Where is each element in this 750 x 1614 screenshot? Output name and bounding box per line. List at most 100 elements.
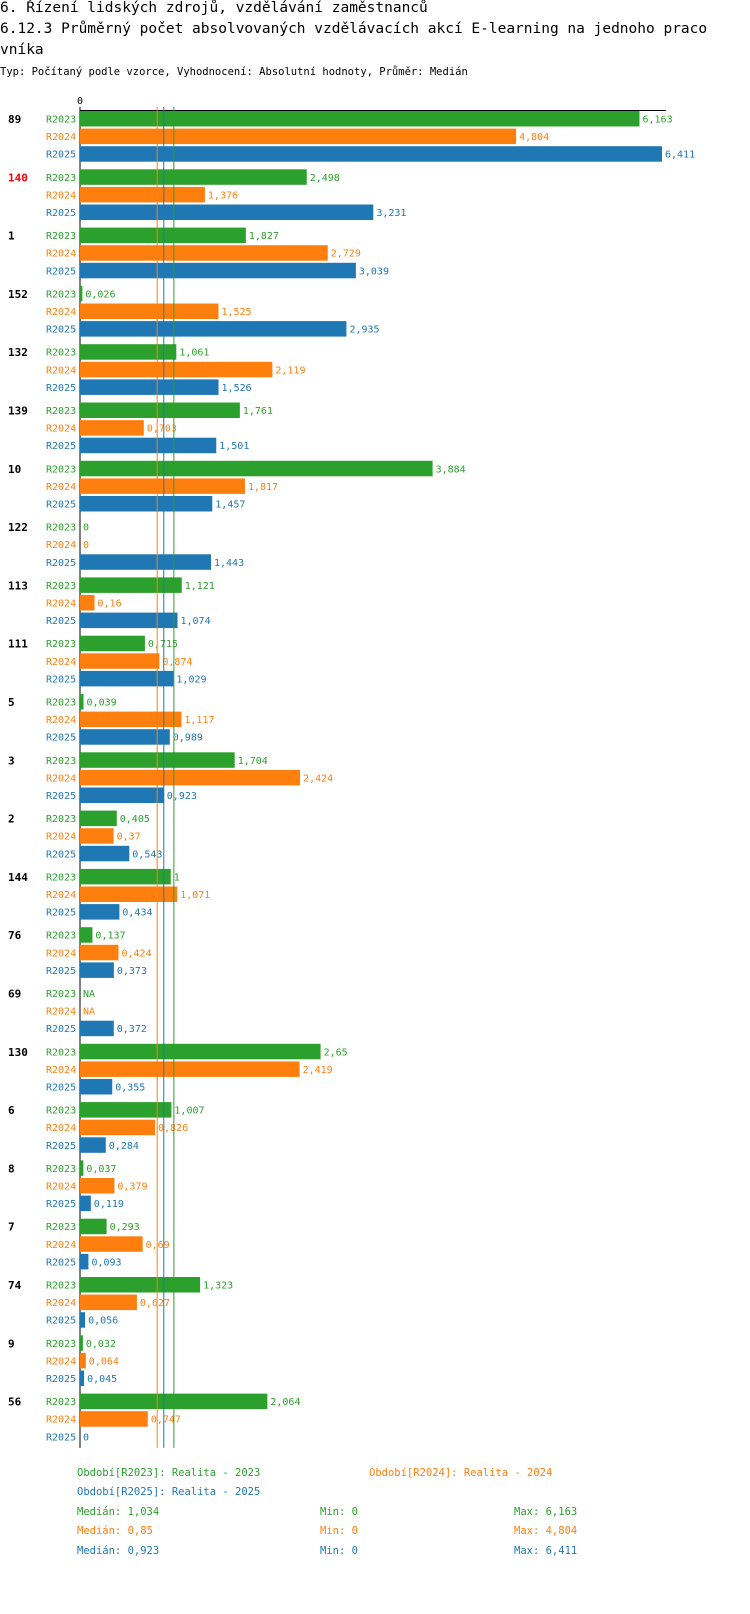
data-label: 1,029 [176, 674, 206, 685]
series-label: R2025 [46, 849, 76, 860]
bar-r2024 [80, 828, 114, 844]
data-label: 1,121 [185, 581, 215, 592]
series-label: R2024 [46, 132, 76, 143]
category-label: 130 [8, 1046, 28, 1059]
bar-r2024 [80, 1236, 143, 1252]
category-label: 10 [8, 463, 21, 476]
bar-r2025 [80, 1079, 113, 1095]
legend-r2024: Období[R2024]: Realita - 2024 [369, 1467, 553, 1479]
data-label: 0,16 [98, 599, 122, 610]
series-label: R2024 [46, 832, 76, 843]
series-label: R2023 [46, 698, 76, 709]
bar-r2024 [80, 128, 517, 145]
data-label: 3,231 [376, 208, 406, 219]
data-label: 2,65 [324, 1047, 348, 1058]
category-label: 9 [8, 1337, 15, 1350]
bar-r2023 [80, 169, 307, 185]
bar-r2024 [80, 1061, 300, 1077]
series-label: R2025 [46, 674, 76, 685]
bar-r2023 [80, 868, 171, 885]
bar-r2023 [80, 402, 240, 418]
series-label: R2023 [46, 1397, 76, 1408]
bar-r2025 [80, 670, 174, 687]
bar-r2024 [80, 595, 95, 611]
data-label: 1,817 [248, 482, 278, 493]
stat-median-r2025: Medián: 0,923 [77, 1545, 160, 1557]
bar-r2023 [80, 635, 145, 652]
bar-r2023 [80, 460, 433, 477]
stat-max-r2025: Max: 6,411 [514, 1545, 578, 1557]
series-label: R2024 [46, 1007, 76, 1018]
data-label: 1,074 [180, 616, 210, 627]
series-label: R2024 [46, 890, 76, 901]
bar-r2025 [80, 729, 170, 745]
bar-r2024 [80, 1119, 155, 1136]
data-label: 1,061 [179, 348, 209, 359]
series-label: R2023 [46, 173, 76, 184]
bar-r2025 [80, 1137, 106, 1153]
series-label: R2024 [46, 1240, 76, 1251]
data-label: 0,284 [109, 1141, 139, 1152]
data-label: 1,525 [221, 307, 251, 318]
series-label: R2024 [46, 1356, 76, 1367]
bar-r2023 [80, 694, 84, 710]
series-label: R2024 [46, 773, 76, 784]
data-label: 0,715 [148, 639, 178, 650]
data-label: 1,443 [214, 558, 244, 569]
data-label: 0,405 [120, 814, 150, 825]
data-label: 3,039 [359, 266, 389, 277]
data-label: 2,424 [303, 773, 333, 784]
bar-r2024 [80, 1294, 137, 1311]
bar-r2025 [80, 1253, 89, 1270]
data-label: 0 [83, 540, 89, 551]
data-label: 1,117 [184, 715, 214, 726]
bar-r2023 [80, 810, 117, 827]
data-label: 0,373 [117, 966, 147, 977]
series-label: R2023 [46, 1281, 76, 1292]
series-label: R2025 [46, 150, 76, 161]
series-label: R2023 [46, 464, 76, 475]
stat-max-r2024: Max: 4,804 [514, 1525, 578, 1537]
data-label: 0,37 [117, 832, 141, 843]
series-label: R2024 [46, 1298, 76, 1309]
series-label: R2023 [46, 872, 76, 883]
bar-r2024 [80, 478, 245, 494]
series-label: R2023 [46, 289, 76, 300]
series-label: R2025 [46, 966, 76, 977]
bar-r2025 [80, 787, 164, 803]
data-label: 1,457 [215, 500, 245, 511]
data-label: 2,935 [349, 325, 379, 336]
category-label: 152 [8, 288, 28, 301]
bar-r2025 [80, 554, 211, 570]
series-label: R2025 [46, 1199, 76, 1210]
data-label: 0,119 [94, 1199, 124, 1210]
series-label: R2024 [46, 715, 76, 726]
bar-r2024 [80, 186, 205, 203]
bar-r2025 [80, 204, 374, 220]
category-label: 89 [8, 113, 21, 126]
legend-r2023: Období[R2023]: Realita - 2023 [77, 1467, 261, 1479]
series-label: R2025 [46, 558, 76, 569]
category-label: 8 [8, 1162, 15, 1175]
bar-r2025 [80, 146, 662, 162]
series-label: R2025 [46, 1024, 76, 1035]
data-label: 2,419 [303, 1065, 333, 1076]
category-label: 69 [8, 988, 21, 1001]
data-label: 0,747 [151, 1415, 181, 1426]
data-label: 1,007 [174, 1106, 204, 1117]
bar-r2024 [80, 769, 301, 786]
data-label: 2,498 [310, 173, 340, 184]
category-label: 113 [8, 579, 28, 592]
bar-r2025 [80, 496, 213, 512]
category-label: 56 [8, 1396, 22, 1409]
data-label: 1,761 [243, 406, 273, 417]
stat-median-r2023: Medián: 1,034 [77, 1506, 160, 1518]
stat-min-r2024: Min: 0 [320, 1525, 358, 1537]
category-label: 132 [8, 346, 28, 359]
series-label: R2025 [46, 1141, 76, 1152]
series-label: R2024 [46, 1123, 76, 1134]
data-label: 1,376 [208, 190, 238, 201]
series-label: R2025 [46, 791, 76, 802]
bar-r2023 [80, 577, 182, 593]
